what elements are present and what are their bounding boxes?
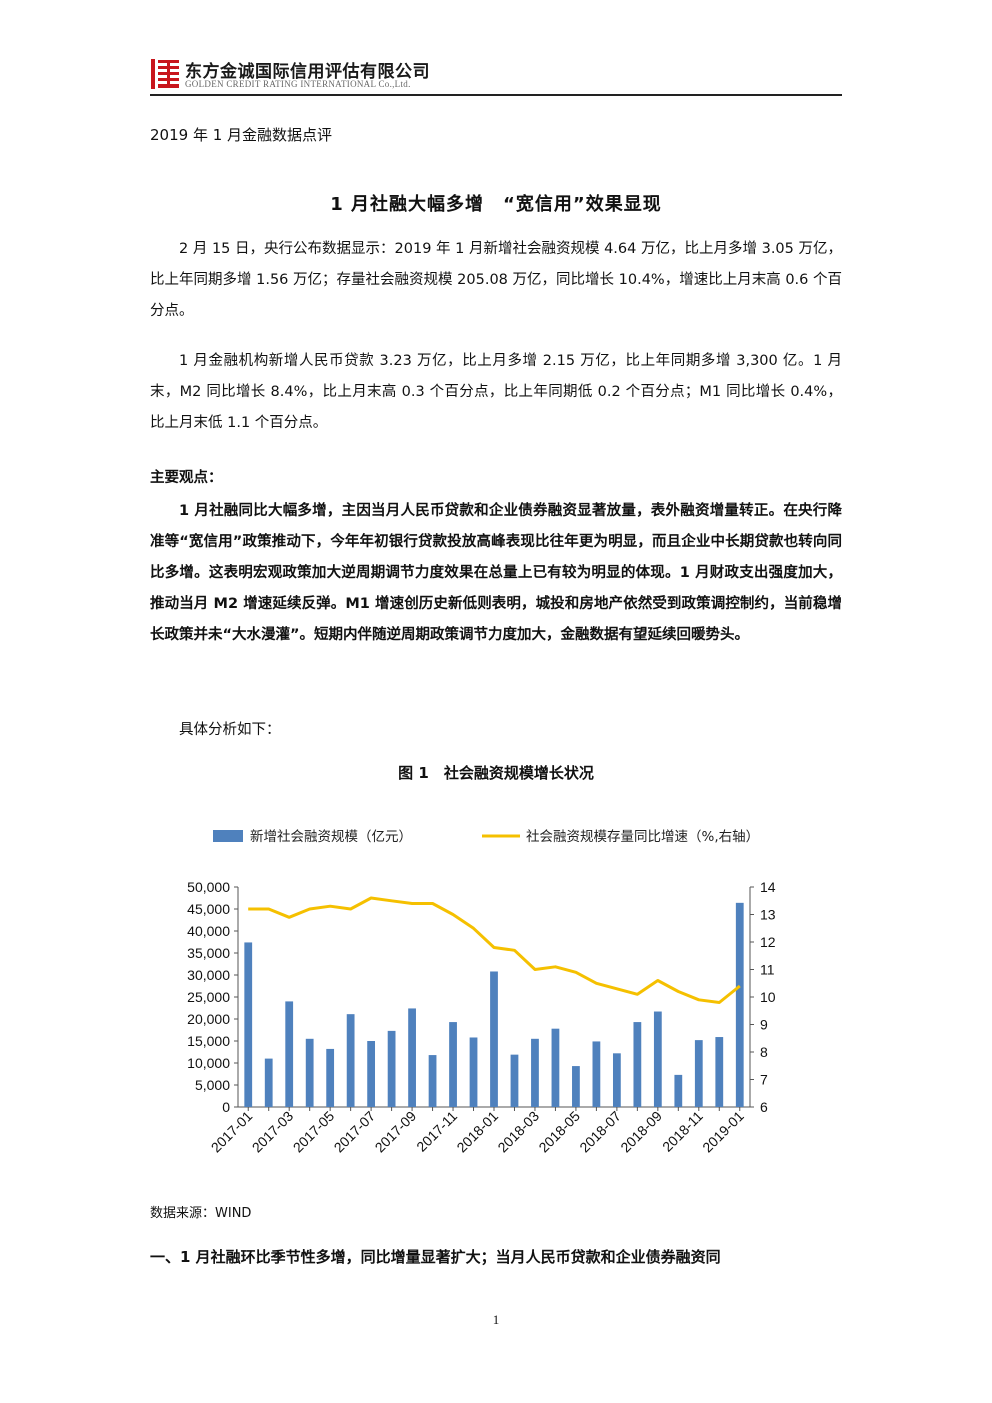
data-source: 数据来源：WIND [150,1206,252,1221]
bar-2017-11 [449,1022,457,1107]
legend-label-line: 社会融资规模存量同比增速（%,右轴） [526,829,759,845]
left-axis-tick-label: 25,000 [187,989,230,1005]
bar-2017-01 [244,942,253,1107]
bar-2018-10 [674,1074,683,1107]
bar-2018-11 [694,1040,703,1107]
bar-2018-05 [572,1066,580,1107]
section-heading-1: 一、1 月社融环比季节性多增，同比增量显著扩大；当月人民币贷款和企业债券融资同 [150,1248,721,1266]
social-financing-chart: 新增社会融资规模（亿元） 社会融资规模存量同比增速（%,右轴） 0 5,000 10,… [187,829,776,1155]
chart-tick-labels: 0 5,000 10,000 15,000 20,000 25,000 30,000 35,0… [187,879,776,1155]
right-axis-tick-label: 11 [760,962,775,978]
legend-swatch-bars [213,830,243,842]
left-axis-tick-label: 40,000 [187,923,230,939]
header-divider [150,94,842,96]
x-axis-tick-label: 2017-01 [208,1108,256,1156]
left-axis-tick-label: 50,000 [187,879,230,895]
right-axis-tick-label: 9 [760,1017,768,1033]
left-axis-tick-label: 35,000 [187,945,230,961]
bar-2018-01 [490,971,498,1107]
x-axis-tick-label: 2018-05 [535,1108,583,1156]
left-axis-tick-label: 10,000 [187,1055,230,1071]
x-axis-tick-label: 2018-01 [453,1108,501,1156]
bar-2017-09 [408,1008,416,1107]
right-axis-tick-label: 12 [760,934,776,950]
bar-2018-09 [653,1011,662,1107]
right-axis-tick-label: 6 [760,1099,768,1115]
chart-legend: 新增社会融资规模（亿元） 社会融资规模存量同比增速（%,右轴） [213,829,759,845]
x-axis-tick-label: 2017-09 [372,1108,420,1156]
bar-2017-12 [469,1037,478,1107]
paragraph-loans-money-supply: 1 月金融机构新增人民币贷款 3.23 万亿，比上月多增 2.15 万亿，比上年… [150,353,842,431]
paragraph-analysis-intro: 具体分析如下： [179,722,281,738]
left-axis-tick-label: 5,000 [195,1077,230,1093]
bar-series-new-financing [244,902,744,1107]
bar-2017-04 [305,1038,314,1107]
line-series-stock-growth [248,896,741,1004]
company-header: 东方金诚国际信用评估有限公司 GOLDEN CREDIT RATING INTE… [150,55,842,95]
x-axis-tick-label: 2017-05 [290,1108,338,1156]
left-axis-tick-label: 0 [222,1099,230,1115]
right-axis-tick-label: 13 [760,907,776,923]
document-label: 2019 年 1 月金融数据点评 [150,126,333,144]
right-axis-tick-label: 14 [760,879,776,895]
bar-2019-01 [735,902,744,1107]
x-axis-tick-label: 2018-09 [617,1108,665,1156]
company-name-cn: 东方金诚国际信用评估有限公司 [185,62,430,82]
x-axis-tick-label: 2017-03 [249,1108,297,1156]
left-axis-tick-label: 20,000 [187,1011,230,1027]
x-axis-tick-label: 2018-03 [494,1108,542,1156]
x-axis-tick-label: 2018-07 [576,1108,624,1156]
bar-2018-08 [633,1022,642,1107]
bar-2018-03 [531,1038,539,1107]
left-axis-tick-label: 30,000 [187,967,230,983]
left-axis-tick-label: 45,000 [187,901,230,917]
paragraph-main-points: 1 月社融同比大幅多增，主因当月人民币贷款和企业债券融资显著放量，表外融资增量转… [150,503,842,643]
bar-2018-02 [510,1054,519,1107]
company-name-en: GOLDEN CREDIT RATING INTERNATIONAL Co.,L… [185,79,411,89]
bar-2017-08 [387,1030,396,1107]
x-axis-tick-label: 2019-01 [699,1108,747,1156]
x-axis-tick-label: 2017-07 [331,1108,379,1156]
legend-label-bars: 新增社会融资规模（亿元） [250,829,412,845]
left-axis-tick-label: 15,000 [187,1033,230,1049]
bar-2017-05 [326,1048,335,1107]
main-points-heading: 主要观点： [150,470,223,486]
bar-2017-06 [346,1014,355,1107]
x-axis-tick-label: 2018-11 [659,1108,706,1155]
bar-2017-10 [428,1055,437,1107]
bar-2017-07 [367,1041,376,1107]
bar-2018-04 [551,1028,560,1107]
bar-2018-06 [592,1041,601,1107]
line-stock-growth [248,896,741,1004]
bar-2017-02 [264,1058,273,1107]
figure-title: 图 1 社会融资规模增长状况 [398,764,594,782]
right-axis-tick-label: 10 [760,989,776,1005]
bar-2017-03 [285,1001,294,1107]
right-axis-tick-label: 8 [760,1044,768,1060]
paragraph-social-financing: 2 月 15 日，央行公布数据显示：2019 年 1 月新增社会融资规模 4.6… [150,241,842,319]
bar-2018-12 [715,1037,724,1107]
company-logo-icon [151,59,179,89]
x-axis-tick-label: 2017-11 [413,1108,460,1155]
page-number: 1 [492,1312,500,1327]
document-title: 1 月社融大幅多增 “宽信用”效果显现 [330,194,662,215]
right-axis-tick-label: 7 [760,1072,768,1088]
bar-2018-07 [612,1053,621,1107]
